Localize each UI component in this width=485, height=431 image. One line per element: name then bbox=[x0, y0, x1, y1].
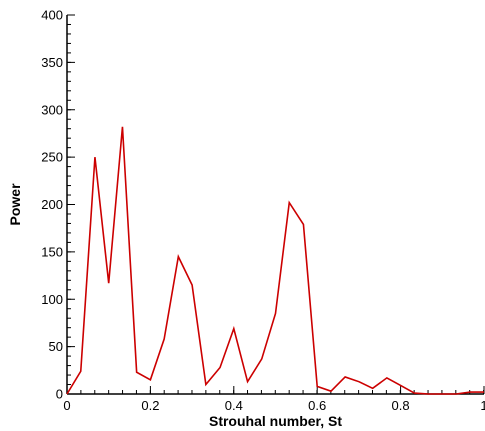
x-tick-label: 0 bbox=[63, 398, 70, 413]
y-tick-label: 300 bbox=[41, 102, 63, 117]
x-tick-label: 0.4 bbox=[225, 398, 243, 413]
y-tick-label: 250 bbox=[41, 150, 63, 165]
y-tick-label: 400 bbox=[41, 8, 63, 23]
y-tick-label: 50 bbox=[49, 339, 63, 354]
axes-layer bbox=[66, 15, 484, 395]
labels-layer: 0 0.2 0.4 0.6 0.8 1 0 50 100 150 200 250 300 350 400 bbox=[41, 8, 485, 414]
y-tick-label: 150 bbox=[41, 244, 63, 259]
x-tick-label: 1 bbox=[480, 398, 485, 413]
y-tick-label: 350 bbox=[41, 55, 63, 70]
x-tick-label: 0.8 bbox=[392, 398, 410, 413]
x-axis-title: Strouhal number, St bbox=[209, 413, 342, 429]
y-axis-title: Power bbox=[7, 183, 23, 226]
x-tick-label: 0.6 bbox=[308, 398, 326, 413]
series-line bbox=[66, 126, 484, 395]
y-tick-label: 100 bbox=[41, 292, 63, 307]
y-tick-label: 200 bbox=[41, 197, 63, 212]
y-tick-label: 0 bbox=[56, 387, 63, 402]
series-layer bbox=[66, 126, 484, 395]
ticks-layer bbox=[66, 14, 485, 395]
x-tick-label: 0.2 bbox=[141, 398, 159, 413]
